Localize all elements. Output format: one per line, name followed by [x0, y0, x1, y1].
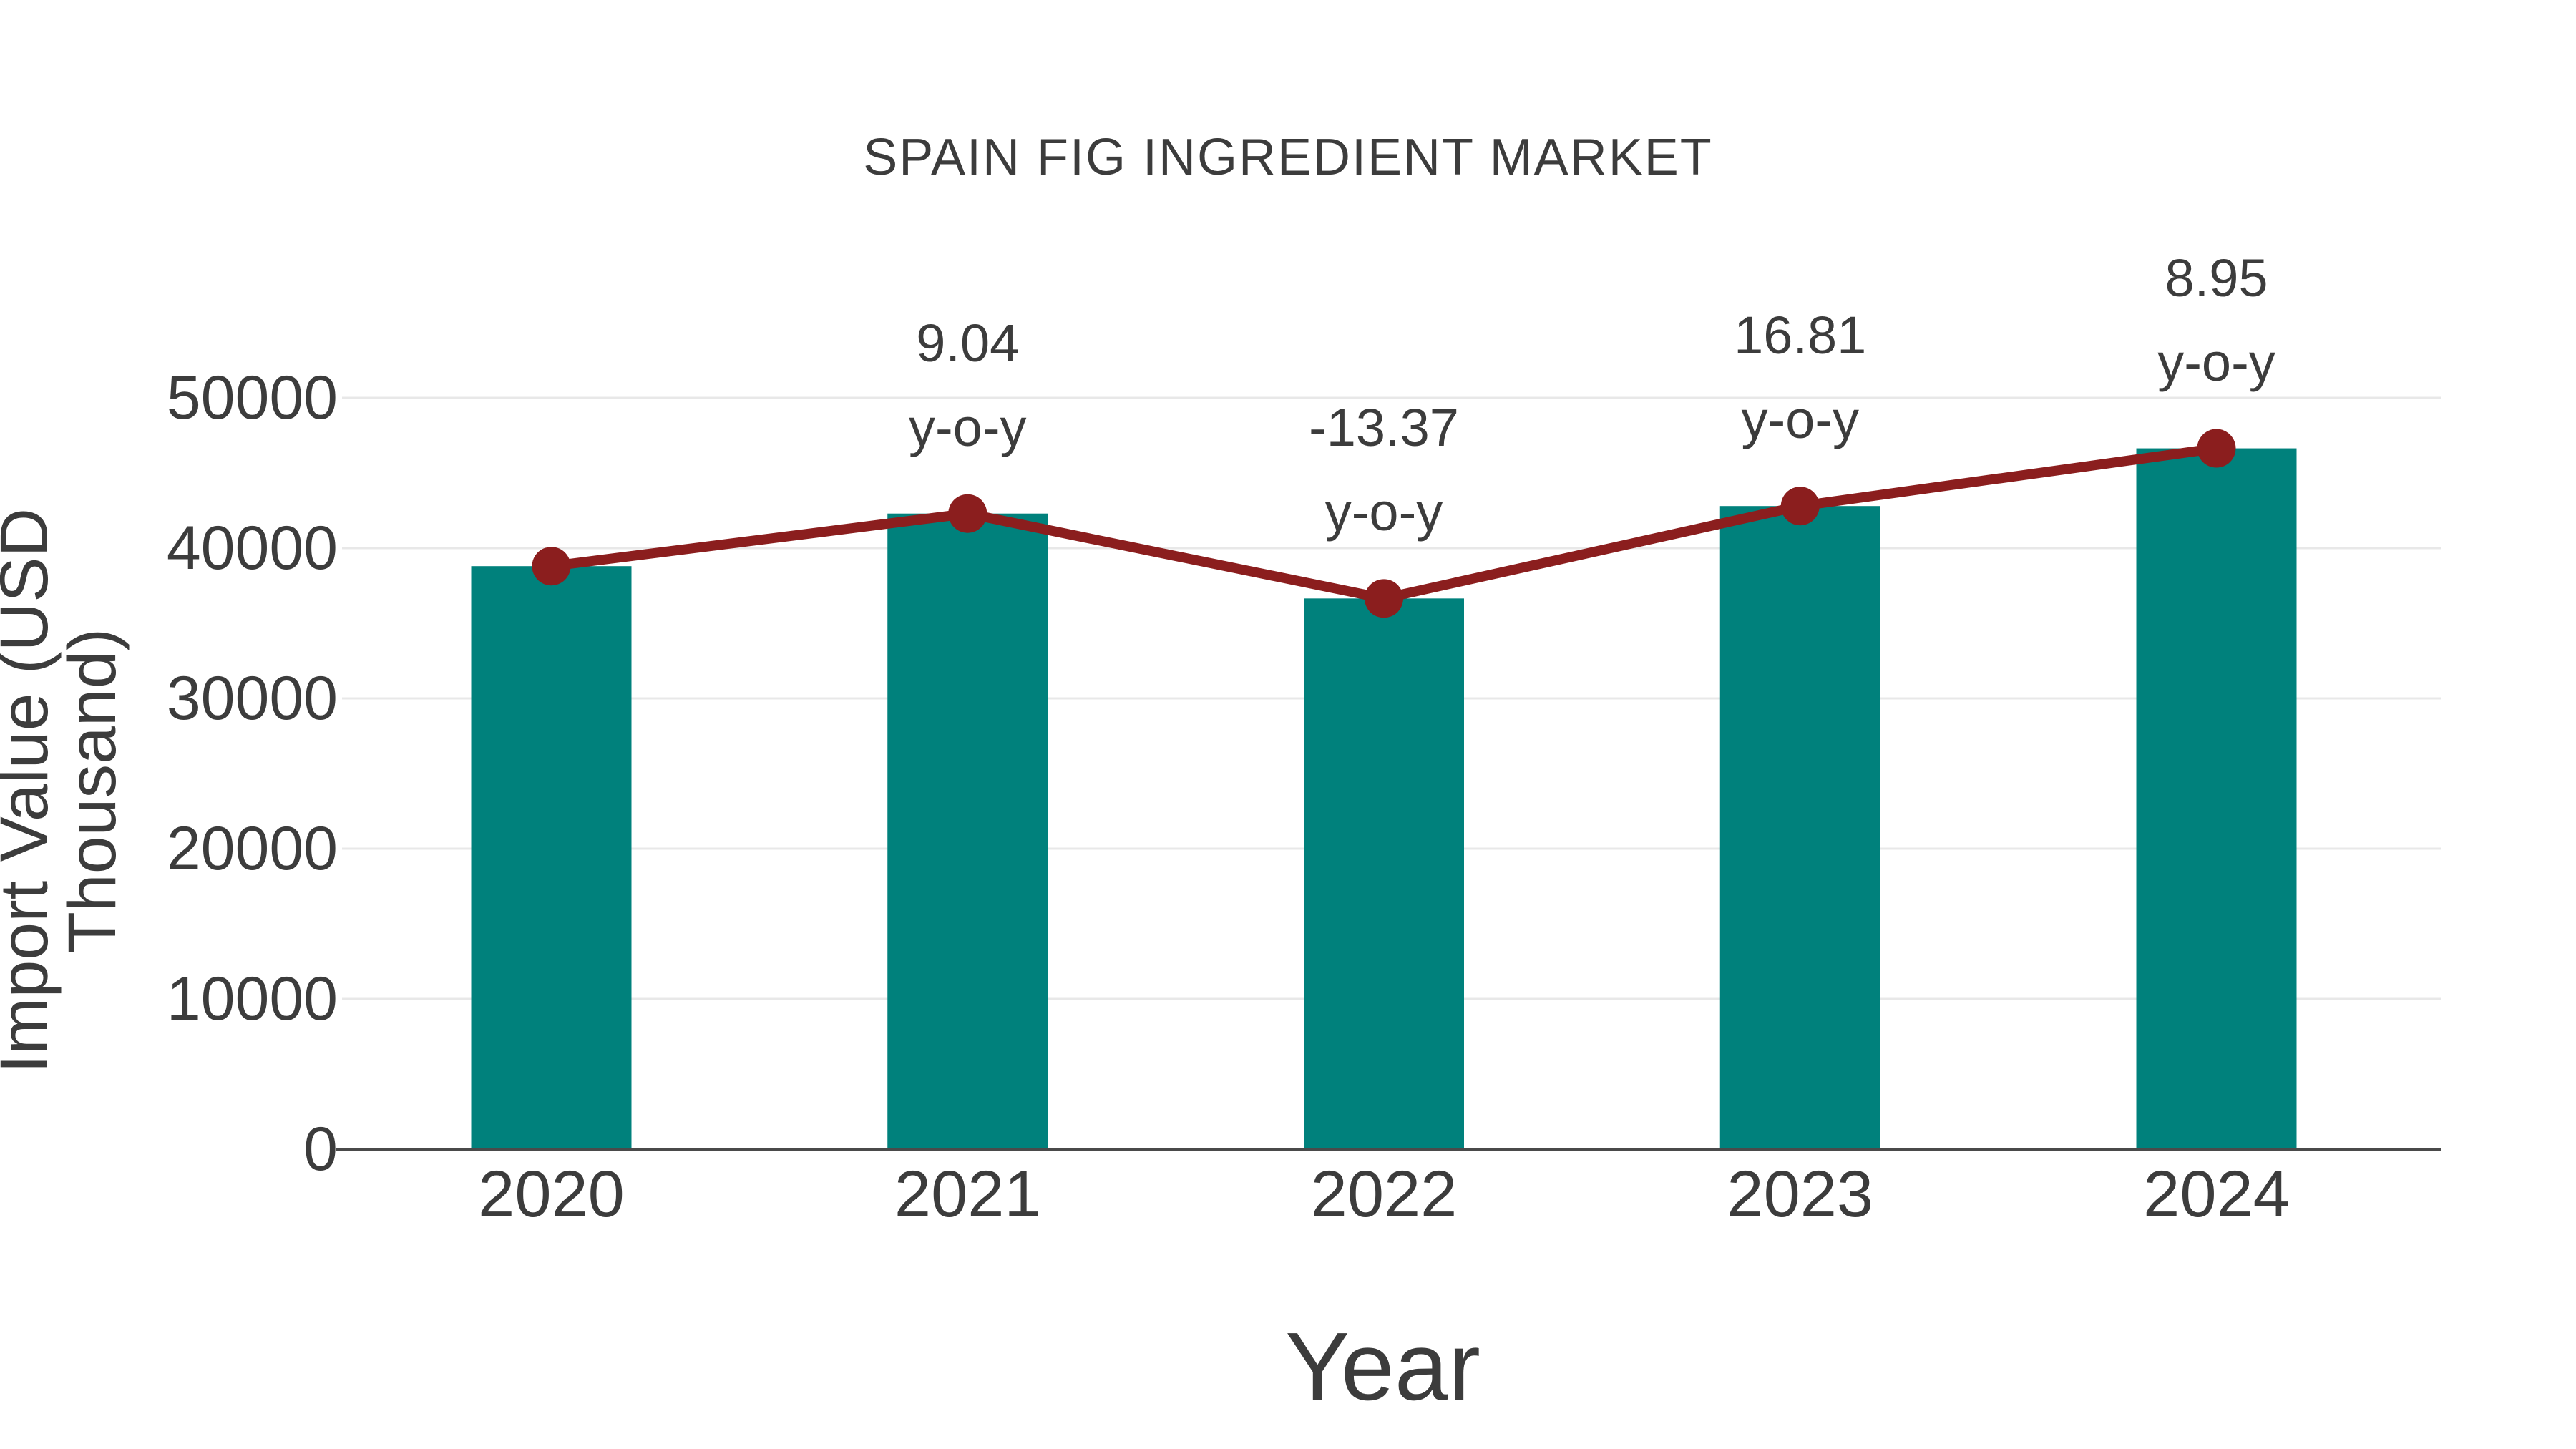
trend-marker-2022	[1365, 579, 1403, 618]
annotation-2024: 8.95 y-o-y	[1988, 236, 2446, 405]
y-tick-label-30000: 30000	[166, 664, 338, 733]
y-tick-label-0: 0	[303, 1115, 338, 1184]
x-tick-label-2022: 2022	[1310, 1158, 1458, 1231]
y-tick-label-20000: 20000	[166, 814, 338, 883]
y-tick-label-10000: 10000	[166, 965, 338, 1033]
annotation-unit: y-o-y	[909, 397, 1027, 457]
x-axis-title: Year	[1285, 1312, 1480, 1420]
trend-marker-2021	[948, 494, 987, 533]
bar-2022	[1304, 598, 1464, 1149]
annotation-value: -13.37	[1309, 398, 1459, 458]
trend-marker-2024	[2197, 429, 2236, 468]
annotation-value: 9.04	[916, 313, 1020, 373]
y-axis-title: Import Value (USD Thousand)	[0, 507, 130, 1074]
annotation-value: 16.81	[1734, 306, 1867, 366]
x-tick-label-2023: 2023	[1727, 1158, 1874, 1231]
annotation-unit: y-o-y	[1324, 482, 1443, 542]
x-tick-label-2021: 2021	[894, 1158, 1041, 1231]
annotation-value: 8.95	[2165, 248, 2268, 308]
chart-title: SPAIN FIG INGREDIENT MARKET	[863, 129, 1713, 186]
annotation-2021: 9.04 y-o-y	[738, 301, 1196, 470]
y-tick-label-50000: 50000	[166, 364, 338, 432]
trend-marker-2020	[532, 547, 571, 586]
x-tick-label-2020: 2020	[478, 1158, 625, 1231]
annotation-unit: y-o-y	[2157, 332, 2275, 392]
annotation-2023: 16.81 y-o-y	[1571, 293, 2029, 462]
x-tick-label-2024: 2024	[2143, 1158, 2290, 1231]
bar-2021	[887, 513, 1048, 1149]
trend-marker-2023	[1780, 487, 1820, 526]
annotation-2022: -13.37 y-o-y	[1155, 386, 1613, 555]
bar-2024	[2136, 448, 2297, 1149]
bar-2020	[471, 566, 632, 1149]
bar-2023	[1719, 506, 1880, 1149]
annotation-unit: y-o-y	[1741, 390, 1859, 450]
y-tick-label-40000: 40000	[166, 514, 338, 582]
